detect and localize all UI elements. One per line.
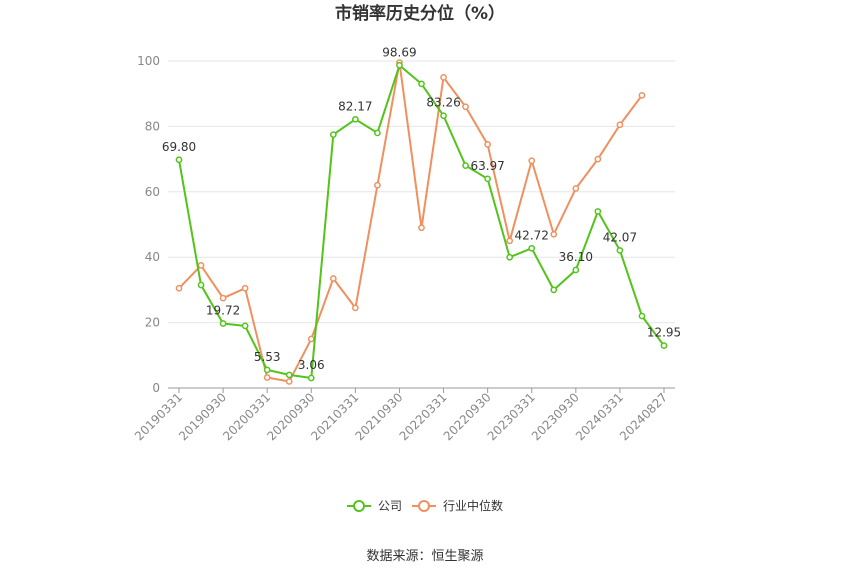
data-point xyxy=(263,374,271,381)
y-tick-label: 80 xyxy=(145,119,160,133)
data-point xyxy=(374,129,381,137)
data-point xyxy=(528,157,536,165)
data-label: 12.95 xyxy=(647,326,681,340)
data-label: 36.10 xyxy=(559,250,593,264)
y-tick-label: 0 xyxy=(152,381,160,395)
data-label: 83.26 xyxy=(426,96,460,110)
source-note: 数据来源：恒生聚源 xyxy=(366,549,483,564)
y-tick-label: 20 xyxy=(145,316,160,330)
legend-swatch-marker xyxy=(353,500,365,512)
data-point xyxy=(638,91,646,99)
data-point xyxy=(241,284,249,292)
data-point xyxy=(197,281,205,289)
legend-label: 行业中位数 xyxy=(443,498,503,513)
data-label: 82.17 xyxy=(338,99,372,113)
data-label: 42.07 xyxy=(603,230,637,244)
data-point xyxy=(506,237,514,245)
y-tick-label: 100 xyxy=(137,54,160,68)
data-point xyxy=(396,61,403,69)
data-point xyxy=(440,112,447,120)
data-point xyxy=(484,141,491,148)
data-point xyxy=(462,103,469,111)
chart-title: 市销率历史分位（%） xyxy=(335,3,505,24)
axis-layer: 0204060801002019033120190930202003312020… xyxy=(132,54,675,443)
grid-layer xyxy=(168,60,675,324)
data-point xyxy=(440,74,447,81)
data-point xyxy=(594,155,602,163)
data-point xyxy=(506,253,514,261)
data-point xyxy=(285,371,293,379)
legend-label: 公司 xyxy=(378,499,402,513)
data-point xyxy=(528,244,536,252)
data-point xyxy=(329,275,337,282)
data-point xyxy=(550,286,558,294)
source-name: 恒生聚源 xyxy=(432,549,484,564)
data-point xyxy=(484,175,491,183)
x-tick-label: 20240827 xyxy=(617,390,670,443)
data-point xyxy=(307,335,315,343)
data-point xyxy=(616,247,624,254)
data-point xyxy=(352,304,359,312)
data-point xyxy=(263,366,271,374)
data-point xyxy=(285,378,293,385)
data-label: 98.69 xyxy=(382,45,416,59)
data-point xyxy=(594,208,602,215)
data-point xyxy=(616,121,624,129)
data-point xyxy=(374,181,381,189)
data-point xyxy=(418,224,425,232)
data-point xyxy=(329,131,337,138)
y-tick-label: 40 xyxy=(145,250,160,264)
data-point xyxy=(307,374,315,382)
data-point xyxy=(572,266,580,274)
data-point xyxy=(352,115,359,123)
data-label: 63.97 xyxy=(470,159,504,173)
data-point xyxy=(241,322,249,330)
data-label: 3.06 xyxy=(298,358,325,372)
legend: 公司 行业中位数 xyxy=(347,498,503,513)
data-point xyxy=(418,80,425,88)
data-point xyxy=(660,342,668,350)
data-point xyxy=(550,230,558,238)
data-point xyxy=(175,284,183,292)
data-label: 5.53 xyxy=(254,350,281,364)
y-tick-label: 60 xyxy=(145,185,160,199)
data-point xyxy=(197,262,205,269)
data-point xyxy=(462,162,469,169)
data-point xyxy=(219,294,227,302)
legend-swatch-marker xyxy=(418,500,430,512)
label-layer: 69.80 19.72 5.53 3.06 82.17 98.69 83.26 63.97 42… xyxy=(162,45,681,372)
data-label: 42.72 xyxy=(515,228,549,242)
series-layer xyxy=(175,59,668,385)
data-label: 19.72 xyxy=(206,304,240,318)
data-point xyxy=(572,185,580,192)
data-point xyxy=(638,312,646,320)
series-line xyxy=(178,62,643,383)
data-label: 69.80 xyxy=(162,140,196,154)
data-point xyxy=(219,320,227,327)
source-label: 数据来源： xyxy=(366,549,431,564)
data-point xyxy=(175,156,183,164)
